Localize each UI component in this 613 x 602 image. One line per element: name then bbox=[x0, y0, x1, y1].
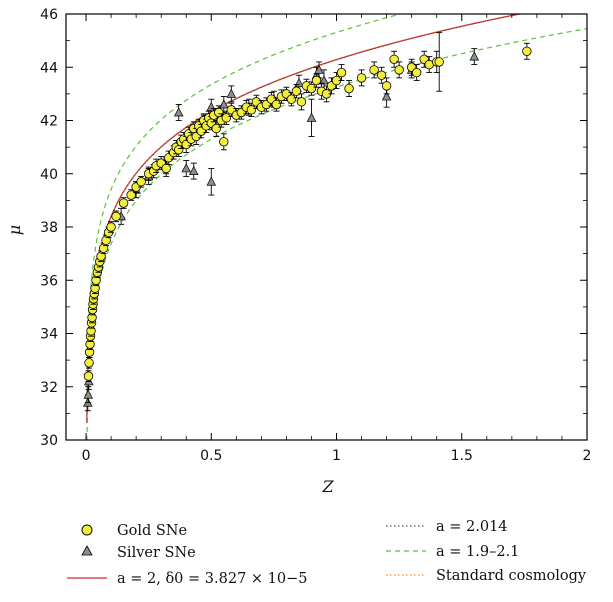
best-fit-curve bbox=[86, 14, 523, 423]
silver-point bbox=[381, 91, 392, 101]
silver-point bbox=[181, 163, 192, 173]
silver-point bbox=[469, 51, 480, 61]
x-axis-title: Z bbox=[321, 477, 334, 496]
gold-point bbox=[246, 105, 257, 115]
y-tick-label: 46 bbox=[40, 7, 58, 23]
y-tick-label: 32 bbox=[40, 380, 58, 396]
gold-point bbox=[174, 145, 184, 155]
gold-point bbox=[376, 70, 387, 80]
gold-point bbox=[434, 57, 444, 67]
gold-point bbox=[311, 75, 322, 86]
gold-point bbox=[84, 358, 94, 368]
legend-label-arange: a = 1.9–2.1 bbox=[436, 544, 519, 560]
silver-point bbox=[188, 165, 199, 175]
silver-marker-icon bbox=[81, 545, 93, 556]
x-tick-label: 2 bbox=[583, 448, 592, 464]
y-tick-label: 40 bbox=[40, 167, 58, 183]
gold-point bbox=[411, 67, 422, 78]
gold-point bbox=[161, 163, 171, 174]
silver-point bbox=[314, 64, 324, 74]
gold-point bbox=[214, 107, 224, 118]
gold-point bbox=[211, 123, 221, 134]
y-axis-title: μ bbox=[5, 225, 24, 235]
legend-item-gold: Gold SNe bbox=[81, 523, 187, 539]
gold-point bbox=[221, 113, 232, 123]
x-tick-label: 0 bbox=[82, 448, 91, 464]
gold-point bbox=[381, 81, 392, 91]
y-tick-label: 42 bbox=[40, 114, 58, 130]
legend-label-silver: Silver SNe bbox=[117, 545, 196, 561]
silver-point bbox=[306, 112, 317, 122]
legend: Gold SNe Silver SNe a = 2, δ0 = 3.827 × … bbox=[67, 519, 587, 587]
gold-point bbox=[369, 65, 379, 75]
gold-point bbox=[286, 94, 297, 104]
upper-bound-curve bbox=[86, 14, 403, 396]
legend-label-gold: Gold SNe bbox=[117, 523, 187, 539]
gold-point bbox=[336, 67, 347, 78]
x-tick-label: 1.5 bbox=[451, 448, 473, 464]
legend-label-a2014: a = 2.014 bbox=[436, 519, 508, 535]
gold-point bbox=[291, 86, 302, 96]
legend-item-silver: Silver SNe bbox=[81, 545, 196, 561]
legend-label-standard: Standard cosmology bbox=[436, 568, 587, 584]
legend-item-arange: a = 1.9–2.1 bbox=[386, 544, 519, 560]
gold-point bbox=[126, 190, 136, 200]
gold-point bbox=[389, 54, 399, 64]
x-tick-label: 0.5 bbox=[200, 448, 222, 464]
silver-point bbox=[83, 389, 94, 399]
gold-marker-icon bbox=[81, 524, 93, 536]
gold-point bbox=[136, 177, 146, 187]
legend-item-standard: Standard cosmology bbox=[386, 568, 587, 584]
gold-point bbox=[83, 371, 94, 381]
gold-point bbox=[118, 198, 129, 208]
y-tick-label: 36 bbox=[40, 273, 58, 289]
silver-point bbox=[226, 88, 237, 98]
a2014-curve bbox=[86, 14, 524, 423]
silver-point bbox=[319, 75, 329, 85]
gold-point bbox=[106, 222, 116, 232]
lower-bound-curve bbox=[86, 27, 587, 440]
gold-point bbox=[271, 99, 282, 110]
gold-point bbox=[522, 46, 532, 56]
legend-item-a2014: a = 2.014 bbox=[386, 519, 508, 535]
legend-item-model-solid: a = 2, δ0 = 3.827 × 10−5 bbox=[67, 571, 307, 587]
y-tick-label: 38 bbox=[40, 220, 58, 236]
gold-point bbox=[219, 137, 229, 147]
plot-area bbox=[83, 14, 587, 440]
silver-point bbox=[206, 176, 217, 186]
x-tick-label: 1 bbox=[332, 448, 341, 464]
gold-point bbox=[344, 83, 354, 94]
gold-point bbox=[306, 83, 317, 94]
gold-point bbox=[111, 211, 121, 222]
silver-point bbox=[83, 397, 93, 407]
gold-point bbox=[356, 73, 367, 83]
data-points bbox=[83, 32, 532, 412]
y-tick-label: 44 bbox=[40, 60, 58, 76]
silver-point bbox=[173, 107, 184, 117]
model-curves bbox=[86, 14, 587, 440]
gold-point bbox=[394, 65, 404, 75]
legend-label-model: a = 2, δ0 = 3.827 × 10−5 bbox=[117, 571, 307, 587]
standard-cosmology-curve bbox=[86, 14, 521, 423]
gold-point bbox=[296, 97, 307, 107]
plot-frame bbox=[65, 13, 588, 441]
y-tick-label: 30 bbox=[40, 433, 58, 449]
y-tick-label: 34 bbox=[40, 327, 58, 343]
axes: 0 0.5 1 1.5 2 30 32 34 36 38 40 42 44 46 bbox=[40, 7, 591, 464]
